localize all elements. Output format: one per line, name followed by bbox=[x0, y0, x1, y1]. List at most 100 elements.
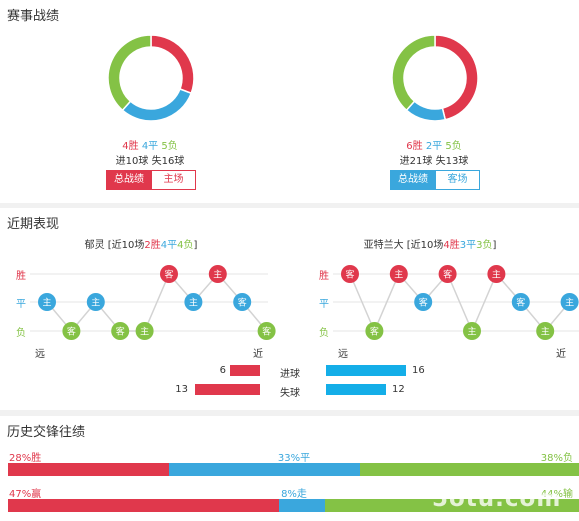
right-goals-conceded-value: 12 bbox=[392, 384, 405, 395]
right-match-marker[interactable] bbox=[463, 322, 481, 340]
left-overall-button[interactable]: 总战绩 bbox=[106, 170, 152, 190]
left-match-venue: 主 bbox=[189, 297, 198, 309]
left-match-marker[interactable] bbox=[160, 265, 178, 283]
handicap-bar-win bbox=[8, 499, 280, 512]
left-match-venue: 主 bbox=[213, 269, 222, 281]
handicap-bar-loss bbox=[325, 499, 579, 512]
left-match-venue: 客 bbox=[262, 326, 271, 338]
history-win-label: 28%胜 bbox=[9, 453, 42, 464]
right-match-marker[interactable] bbox=[389, 265, 408, 283]
history-draw-label: 33%平 bbox=[277, 453, 311, 464]
right-match-marker[interactable] bbox=[511, 293, 530, 311]
right-donut-segments bbox=[391, 34, 479, 122]
left-match-marker[interactable] bbox=[233, 293, 252, 311]
recent-form-panel: 近期表现 郁灵 [近10场2胜4平4负] 亚特兰大 [近10场4胜3平3负] 胜… bbox=[0, 208, 579, 410]
history-bar-loss bbox=[359, 463, 579, 476]
right-match-venue: 客 bbox=[443, 269, 452, 281]
right-draws: 2平 bbox=[425, 141, 443, 152]
right-overall-button[interactable]: 总战绩 bbox=[390, 170, 436, 190]
left-goals-line: 进10球 失16球 bbox=[116, 152, 185, 167]
right-match-venue: 主 bbox=[467, 326, 476, 338]
left-summary-suffix: ] bbox=[193, 240, 198, 251]
right-goals-conceded-bar bbox=[326, 384, 386, 395]
right-summary-wins: 4胜 bbox=[443, 240, 460, 251]
left-match-marker[interactable] bbox=[135, 322, 154, 340]
left-goals-scored-bar bbox=[230, 365, 260, 376]
right-summary-prefix: [近10场 bbox=[406, 240, 444, 251]
history-loss-label: 38%负 bbox=[540, 453, 573, 464]
left-summary-prefix: [近10场 bbox=[107, 240, 145, 251]
right-recent-summary: 亚特兰大 [近10场4胜3平3负] bbox=[364, 236, 497, 251]
left-summary-wins: 2胜 bbox=[144, 240, 161, 251]
handicap-push-label: 8%走 bbox=[281, 489, 307, 500]
left-match-marker[interactable] bbox=[86, 293, 105, 311]
left-row-label-win: 胜 bbox=[16, 271, 26, 282]
history-bar-draw bbox=[169, 463, 360, 476]
right-match-marker[interactable] bbox=[341, 265, 359, 283]
history-panel: 历史交锋往绩 28%胜 33%平 38%负 47%赢 8%走 44%输 5otu… bbox=[0, 416, 579, 521]
right-match-marker[interactable] bbox=[536, 322, 555, 340]
left-goals-scored-value: 6 bbox=[219, 365, 226, 376]
left-match-marker[interactable] bbox=[111, 322, 130, 340]
right-match-venue: 主 bbox=[541, 326, 550, 338]
right-match-venue: 主 bbox=[565, 297, 574, 309]
goals-scored-label: 进球 bbox=[280, 369, 300, 380]
right-summary-suffix: ] bbox=[492, 240, 497, 251]
left-goals-conceded-value: 13 bbox=[175, 384, 188, 395]
right-match-venue: 客 bbox=[419, 297, 428, 309]
right-match-marker[interactable] bbox=[365, 322, 384, 340]
right-losses: 5负 bbox=[445, 141, 462, 152]
left-match-venue: 主 bbox=[91, 297, 100, 309]
goals-conceded-label: 失球 bbox=[280, 388, 300, 399]
left-match-venue: 客 bbox=[238, 297, 247, 309]
left-match-marker[interactable] bbox=[62, 322, 81, 340]
right-summary-draws: 3平 bbox=[459, 240, 477, 251]
right-match-marker[interactable] bbox=[414, 293, 433, 311]
left-match-marker[interactable] bbox=[38, 293, 56, 311]
right-goals-scored-bar bbox=[326, 365, 406, 376]
right-wins: 6胜 bbox=[406, 141, 423, 152]
right-far-label: 远 bbox=[338, 349, 348, 360]
section-title-season: 赛事战绩 bbox=[7, 9, 60, 24]
left-form-line bbox=[46, 272, 268, 333]
history-bar-win bbox=[8, 463, 170, 476]
left-losses: 5负 bbox=[161, 141, 178, 152]
right-away-button[interactable]: 客场 bbox=[435, 170, 480, 190]
left-donut-loss-segment bbox=[107, 34, 152, 112]
left-donut-win-segment bbox=[150, 34, 195, 95]
right-match-marker[interactable] bbox=[438, 265, 457, 283]
left-wins: 4胜 bbox=[122, 141, 139, 152]
right-record-line: 6胜 2平 5负 bbox=[406, 137, 462, 152]
left-match-venue: 主 bbox=[140, 326, 149, 338]
right-row-label-win: 胜 bbox=[319, 271, 329, 282]
left-match-marker[interactable] bbox=[208, 265, 227, 283]
right-row-label-draw: 平 bbox=[319, 299, 329, 310]
right-donut-chart bbox=[391, 34, 479, 122]
right-donut-win-segment bbox=[434, 34, 479, 121]
left-donut-draw-segment bbox=[121, 88, 193, 122]
left-record-line: 4胜 4平 5负 bbox=[122, 137, 178, 152]
left-goals-for: 进10球 bbox=[115, 156, 149, 167]
right-team-name: 亚特兰大 bbox=[363, 240, 404, 251]
handicap-bar-draw bbox=[279, 499, 326, 512]
handicap-loss-label: 44%输 bbox=[540, 489, 573, 500]
left-match-venue: 客 bbox=[164, 269, 173, 281]
season-record-panel: 赛事战绩 4胜 4平 5负 进10球 失16球 总战绩 主场 6胜 2平 5负 … bbox=[0, 0, 579, 203]
left-near-label: 近 bbox=[253, 349, 263, 360]
left-home-button[interactable]: 主场 bbox=[151, 170, 196, 190]
left-match-marker[interactable] bbox=[257, 322, 276, 340]
right-match-marker[interactable] bbox=[560, 293, 579, 311]
left-goals-against: 失16球 bbox=[151, 156, 185, 167]
left-match-venue: 客 bbox=[116, 326, 125, 338]
right-goals-scored-value: 16 bbox=[412, 365, 425, 376]
left-summary-losses: 4负 bbox=[177, 240, 194, 251]
right-match-venue: 主 bbox=[394, 269, 403, 281]
right-match-venue: 客 bbox=[345, 269, 354, 281]
right-summary-losses: 3负 bbox=[476, 240, 493, 251]
right-goals-for: 进21球 bbox=[399, 156, 433, 167]
left-match-marker[interactable] bbox=[184, 293, 203, 311]
right-match-venue: 主 bbox=[492, 269, 501, 281]
right-match-marker[interactable] bbox=[487, 265, 506, 283]
